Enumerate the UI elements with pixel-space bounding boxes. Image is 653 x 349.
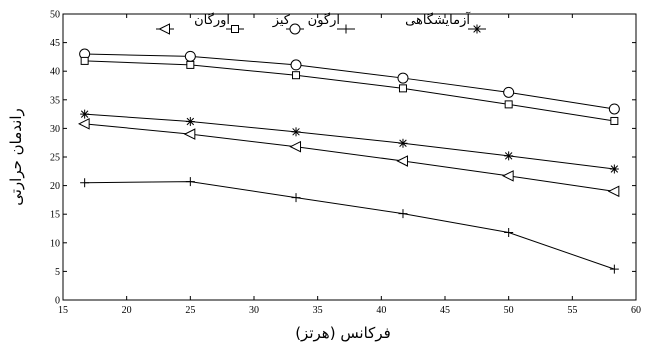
- y-tick-label: 35: [50, 95, 60, 106]
- x-tick-label: 45: [440, 305, 450, 316]
- series-triangle-left: [78, 118, 620, 198]
- data-point: [80, 56, 89, 65]
- data-point: [291, 127, 301, 137]
- y-tick-label: 40: [50, 67, 60, 78]
- data-point: [289, 140, 302, 153]
- y-tick-label: 15: [50, 210, 60, 221]
- x-tick-label: 40: [376, 305, 386, 316]
- x-tick-label: 60: [631, 305, 641, 316]
- legend-marker: [341, 24, 351, 34]
- data-point: [504, 100, 513, 109]
- plot-frame: [62, 13, 637, 301]
- data-point: [185, 177, 195, 187]
- data-point: [186, 60, 195, 69]
- legend-label: کیز: [272, 13, 291, 28]
- series-circle: [79, 48, 620, 115]
- data-point: [504, 228, 514, 238]
- series-square: [80, 56, 619, 125]
- legend-item-asterisk: آزمایشگاهی: [405, 11, 486, 34]
- x-tick-label: 50: [504, 305, 514, 316]
- series-plus: [80, 177, 619, 274]
- y-axis-label: راندمان حرارتی: [7, 108, 25, 206]
- legend: آزمایشگاهی ارگون کیز اورگان: [156, 11, 486, 35]
- data-point: [504, 151, 514, 161]
- legend-marker: [472, 24, 482, 34]
- x-axis: 15 20 25 30 35 40 45 50 55 60: [58, 14, 641, 316]
- legend-marker: [158, 23, 170, 35]
- series-line: [84, 60, 615, 122]
- data-point: [397, 72, 409, 84]
- data-point: [608, 103, 620, 115]
- y-tick-label: 30: [50, 124, 60, 135]
- legend-label: ارگون: [308, 12, 340, 28]
- y-tick-label: 45: [50, 38, 60, 49]
- data-point: [610, 116, 619, 125]
- y-tick-label: 50: [50, 10, 60, 21]
- x-axis-label: فرکانس (هرتز): [295, 324, 391, 342]
- series-line: [84, 113, 615, 170]
- data-point: [292, 71, 301, 80]
- data-point: [607, 185, 620, 198]
- y-tick-label: 25: [50, 153, 60, 164]
- data-point: [290, 59, 302, 71]
- data-point: [184, 50, 196, 62]
- legend-item-triangle-left: [156, 23, 174, 35]
- x-tick-label: 30: [249, 305, 259, 316]
- legend-marker: [231, 25, 239, 33]
- series-line: [84, 53, 615, 110]
- data-point: [78, 118, 90, 130]
- series-layer: [78, 48, 620, 274]
- data-point: [609, 164, 619, 174]
- data-point: [80, 178, 90, 188]
- data-point: [396, 155, 408, 167]
- data-point: [502, 170, 514, 182]
- data-point: [609, 264, 619, 274]
- data-point: [80, 109, 90, 119]
- legend-label: آزمایشگاهی: [405, 11, 471, 28]
- data-point: [398, 138, 408, 148]
- data-point: [291, 193, 301, 203]
- series-asterisk: [80, 109, 619, 174]
- y-tick-label: 5: [55, 267, 60, 278]
- data-point: [185, 117, 195, 127]
- legend-item-plus: ارگون: [308, 12, 355, 34]
- y-tick-label: 10: [50, 238, 60, 249]
- legend-item-square: اورگان: [194, 12, 244, 33]
- legend-item-circle: کیز: [272, 13, 304, 35]
- x-tick-label: 25: [185, 305, 195, 316]
- x-tick-label: 15: [58, 305, 68, 316]
- y-tick-label: 0: [55, 296, 60, 307]
- data-point: [183, 128, 196, 140]
- data-point: [503, 86, 515, 98]
- y-tick-label: 20: [50, 181, 60, 192]
- x-tick-label: 35: [313, 305, 323, 316]
- legend-marker: [289, 23, 301, 35]
- series-line: [84, 123, 615, 192]
- data-point: [398, 84, 407, 93]
- plot-area: [62, 13, 637, 301]
- x-tick-label: 55: [567, 305, 577, 316]
- legend-label: اورگان: [194, 12, 230, 28]
- series-line: [84, 181, 615, 270]
- y-axis: 0 5 10 15 20 25 30 35 40 45 50: [50, 10, 636, 307]
- data-point: [398, 209, 408, 219]
- x-tick-label: 20: [122, 305, 132, 316]
